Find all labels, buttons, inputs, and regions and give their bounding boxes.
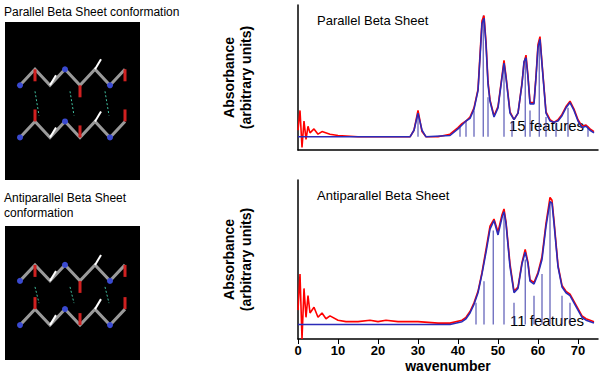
svg-text:40: 40: [451, 343, 465, 358]
svg-text:11 features: 11 features: [510, 312, 584, 329]
svg-text:Parallel Beta Sheet conformati: Parallel Beta Sheet conformation: [4, 5, 179, 19]
svg-text:Antiparallel Beta Sheet: Antiparallel Beta Sheet: [317, 188, 450, 203]
svg-text:10: 10: [331, 343, 345, 358]
svg-text:30: 30: [411, 343, 425, 358]
svg-text:wavenumber: wavenumber: [404, 358, 491, 374]
svg-text:Absorbance: Absorbance: [221, 37, 237, 118]
svg-text:20: 20: [371, 343, 385, 358]
svg-text:(arbitrary units): (arbitrary units): [238, 26, 254, 129]
svg-text:50: 50: [491, 343, 505, 358]
svg-text:(arbitrary units): (arbitrary units): [238, 208, 254, 311]
svg-text:0: 0: [294, 343, 301, 358]
svg-text:15 features: 15 features: [508, 117, 584, 134]
svg-text:conformation: conformation: [4, 206, 73, 220]
svg-text:Antiparallel Beta Sheet: Antiparallel Beta Sheet: [4, 191, 127, 205]
svg-text:70: 70: [571, 343, 585, 358]
svg-text:Parallel Beta Sheet: Parallel Beta Sheet: [317, 13, 429, 28]
svg-text:60: 60: [531, 343, 545, 358]
svg-text:Absorbance: Absorbance: [221, 219, 237, 300]
